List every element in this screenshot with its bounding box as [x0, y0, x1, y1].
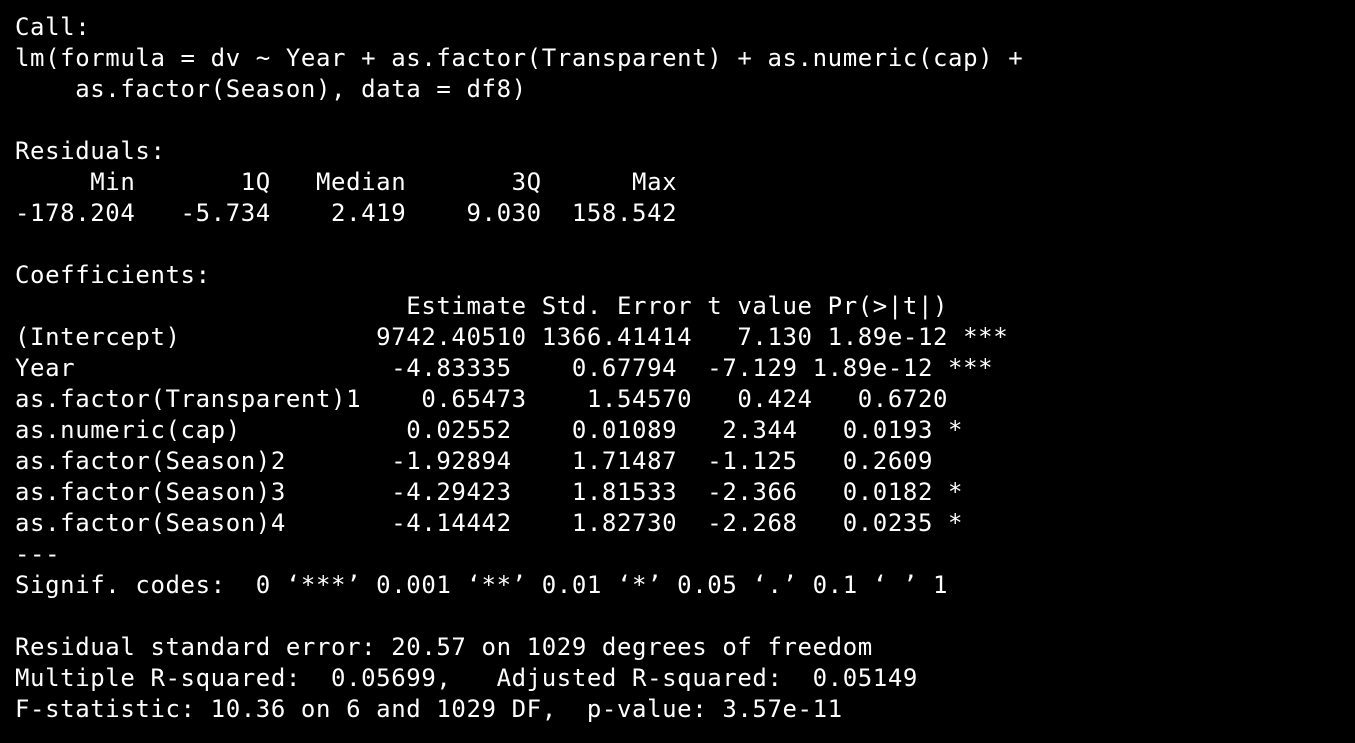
coefficient-row-year: Year -4.83335 0.67794 -7.129 1.89e-12 **… — [15, 354, 994, 382]
console-output: Call: lm(formula = dv ~ Year + as.factor… — [15, 12, 1023, 725]
coefficient-row-transparent: as.factor(Transparent)1 0.65473 1.54570 … — [15, 385, 1009, 413]
blank-line — [15, 229, 1023, 260]
coefficient-row-season3: as.factor(Season)3 -4.29423 1.81533 -2.3… — [15, 478, 994, 506]
residuals-header-row: Min 1Q Median 3Q Max — [15, 168, 693, 196]
coefficients-heading: Coefficients: — [15, 261, 211, 289]
call-heading: Call: — [15, 13, 91, 41]
f-statistic-line: F-statistic: 10.36 on 6 and 1029 DF, p-v… — [15, 695, 843, 723]
coefficient-row-season2: as.factor(Season)2 -1.92894 1.71487 -1.1… — [15, 447, 994, 475]
r-squared-line: Multiple R-squared: 0.05699, Adjusted R-… — [15, 664, 934, 692]
call-formula-line-2: as.factor(Season), data = df8) — [15, 75, 527, 103]
signif-codes-line: Signif. codes: 0 ‘***’ 0.001 ‘**’ 0.01 ‘… — [15, 571, 949, 599]
coefficient-row-cap: as.numeric(cap) 0.02552 0.01089 2.344 0.… — [15, 416, 994, 444]
coefficient-row-intercept: (Intercept) 9742.40510 1366.41414 7.130 … — [15, 323, 1009, 351]
blank-line — [15, 105, 1023, 136]
blank-line — [15, 601, 1023, 632]
coefficient-row-season4: as.factor(Season)4 -4.14442 1.82730 -2.2… — [15, 509, 994, 537]
coefficients-header-row: Estimate Std. Error t value Pr(>|t|) — [15, 292, 1009, 320]
residual-standard-error-line: Residual standard error: 20.57 on 1029 d… — [15, 633, 873, 661]
residuals-heading: Residuals: — [15, 137, 166, 165]
separator-line: --- — [15, 540, 61, 568]
call-formula-line-1: lm(formula = dv ~ Year + as.factor(Trans… — [15, 44, 1024, 72]
residuals-values-row: -178.204 -5.734 2.419 9.030 158.542 — [15, 199, 693, 227]
